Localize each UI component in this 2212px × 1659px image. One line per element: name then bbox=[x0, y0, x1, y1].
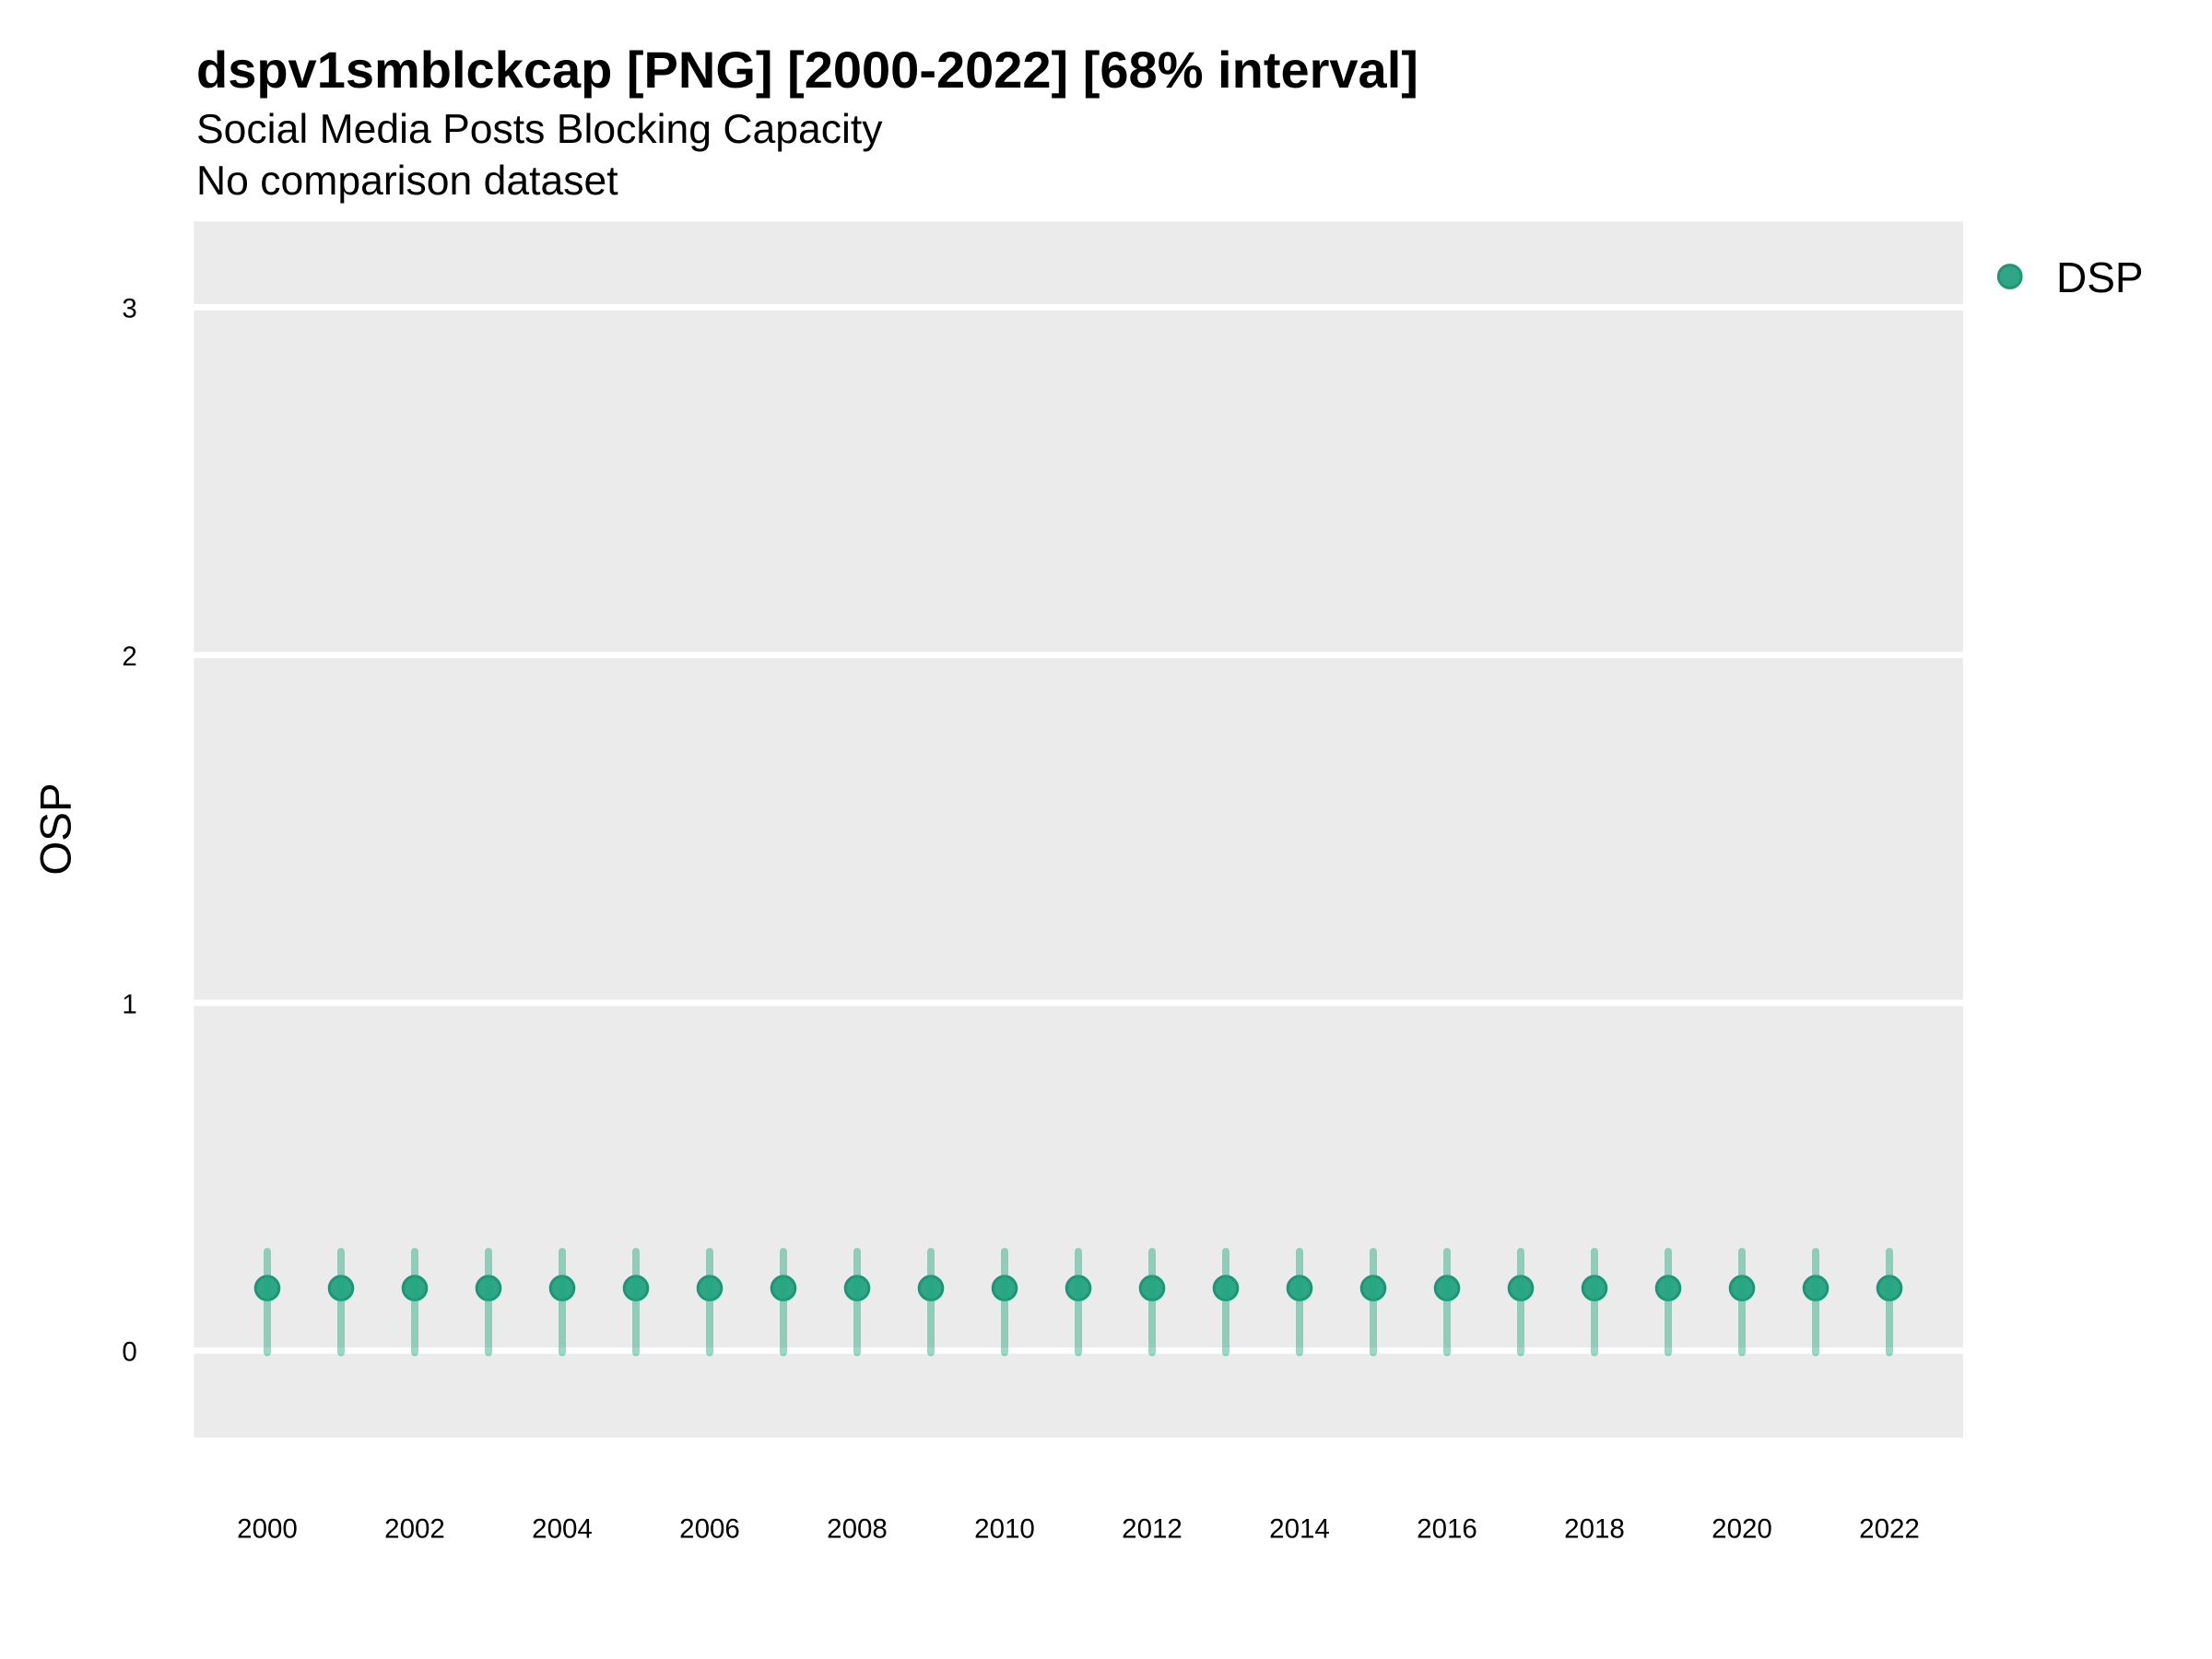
svg-text:2004: 2004 bbox=[532, 1514, 593, 1545]
svg-text:dspv1smblckcap [PNG] [2000-202: dspv1smblckcap [PNG] [2000-2022] [68% in… bbox=[196, 41, 1418, 99]
svg-text:Social Media Posts Blocking Ca: Social Media Posts Blocking Capacity bbox=[196, 107, 883, 152]
svg-text:2002: 2002 bbox=[384, 1514, 445, 1545]
svg-text:2012: 2012 bbox=[1122, 1514, 1182, 1545]
svg-text:OSP: OSP bbox=[31, 782, 80, 875]
svg-text:2008: 2008 bbox=[827, 1514, 888, 1545]
svg-text:2022: 2022 bbox=[1859, 1514, 1920, 1545]
svg-text:2014: 2014 bbox=[1269, 1514, 1330, 1545]
svg-text:3: 3 bbox=[122, 294, 136, 324]
svg-text:2020: 2020 bbox=[1712, 1514, 1772, 1545]
svg-text:1: 1 bbox=[122, 989, 136, 1019]
svg-text:2006: 2006 bbox=[679, 1514, 740, 1545]
svg-text:2016: 2016 bbox=[1417, 1514, 1477, 1545]
svg-text:DSP: DSP bbox=[2056, 253, 2144, 301]
svg-text:2010: 2010 bbox=[974, 1514, 1035, 1545]
svg-text:2000: 2000 bbox=[237, 1514, 298, 1545]
svg-text:2: 2 bbox=[122, 641, 136, 672]
svg-text:2018: 2018 bbox=[1564, 1514, 1625, 1545]
svg-text:No comparison dataset: No comparison dataset bbox=[196, 159, 618, 204]
svg-text:0: 0 bbox=[122, 1337, 136, 1368]
